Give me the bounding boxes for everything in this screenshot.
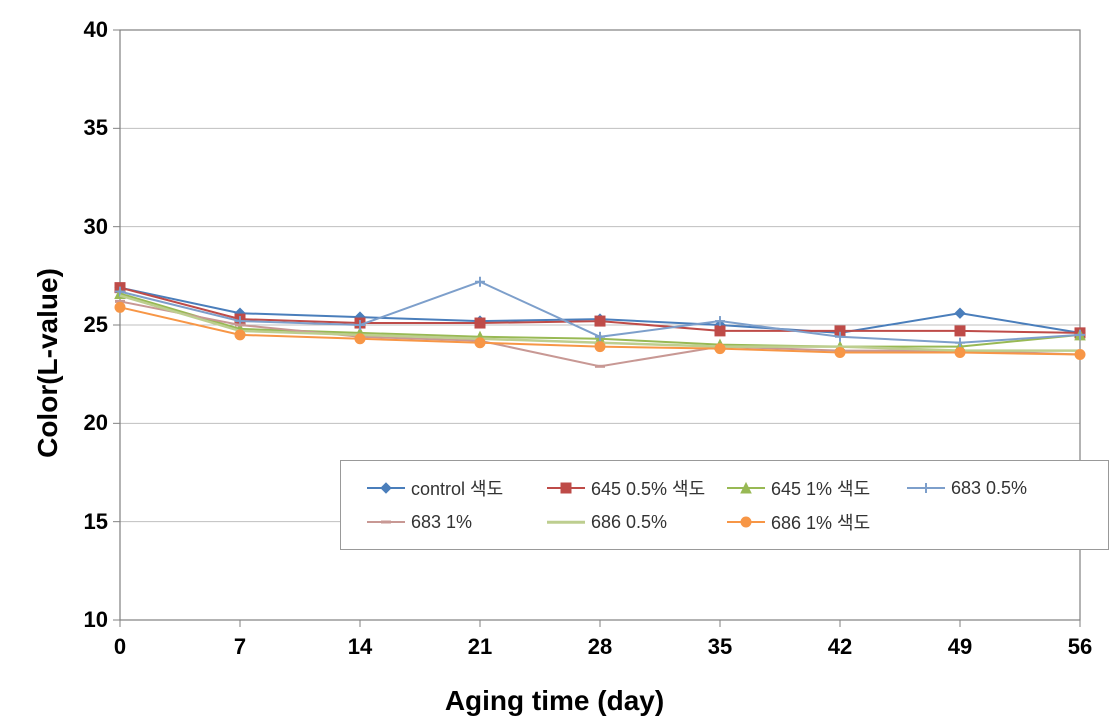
legend-label: 686 1% 색도 [771,509,870,535]
chart-container: Color(L-value) Aging time (day) 10152025… [0,0,1109,725]
legend-item: 645 0.5% 색도 [547,475,707,501]
x-tick-label: 42 [828,634,852,660]
legend-label: 645 1% 색도 [771,475,870,501]
x-tick-label: 14 [348,634,372,660]
legend-label: 645 0.5% 색도 [591,475,705,501]
y-tick-label: 35 [84,115,108,141]
y-tick-label: 20 [84,410,108,436]
x-tick-label: 0 [114,634,126,660]
x-tick-label: 49 [948,634,972,660]
x-tick-label: 56 [1068,634,1092,660]
legend-label: 686 0.5% [591,512,667,533]
y-tick-label: 15 [84,509,108,535]
y-tick-label: 40 [84,17,108,43]
legend: control 색도 645 0.5% 색도 645 1% 색도 683 0.5% 68… [340,460,1109,550]
legend-item: 683 1% [367,509,527,535]
x-tick-label: 35 [708,634,732,660]
legend-label: 683 0.5% [951,478,1027,499]
legend-label: 683 1% [411,512,472,533]
x-tick-label: 28 [588,634,612,660]
y-tick-label: 25 [84,312,108,338]
y-tick-label: 10 [84,607,108,633]
x-tick-label: 7 [234,634,246,660]
x-tick-label: 21 [468,634,492,660]
legend-label: control 색도 [411,475,503,501]
legend-item: control 색도 [367,475,527,501]
legend-item: 645 1% 색도 [727,475,887,501]
plot-area [0,0,1109,725]
legend-item: 683 0.5% [907,475,1067,501]
legend-item: 686 0.5% [547,509,707,535]
y-tick-label: 30 [84,214,108,240]
legend-item: 686 1% 색도 [727,509,887,535]
